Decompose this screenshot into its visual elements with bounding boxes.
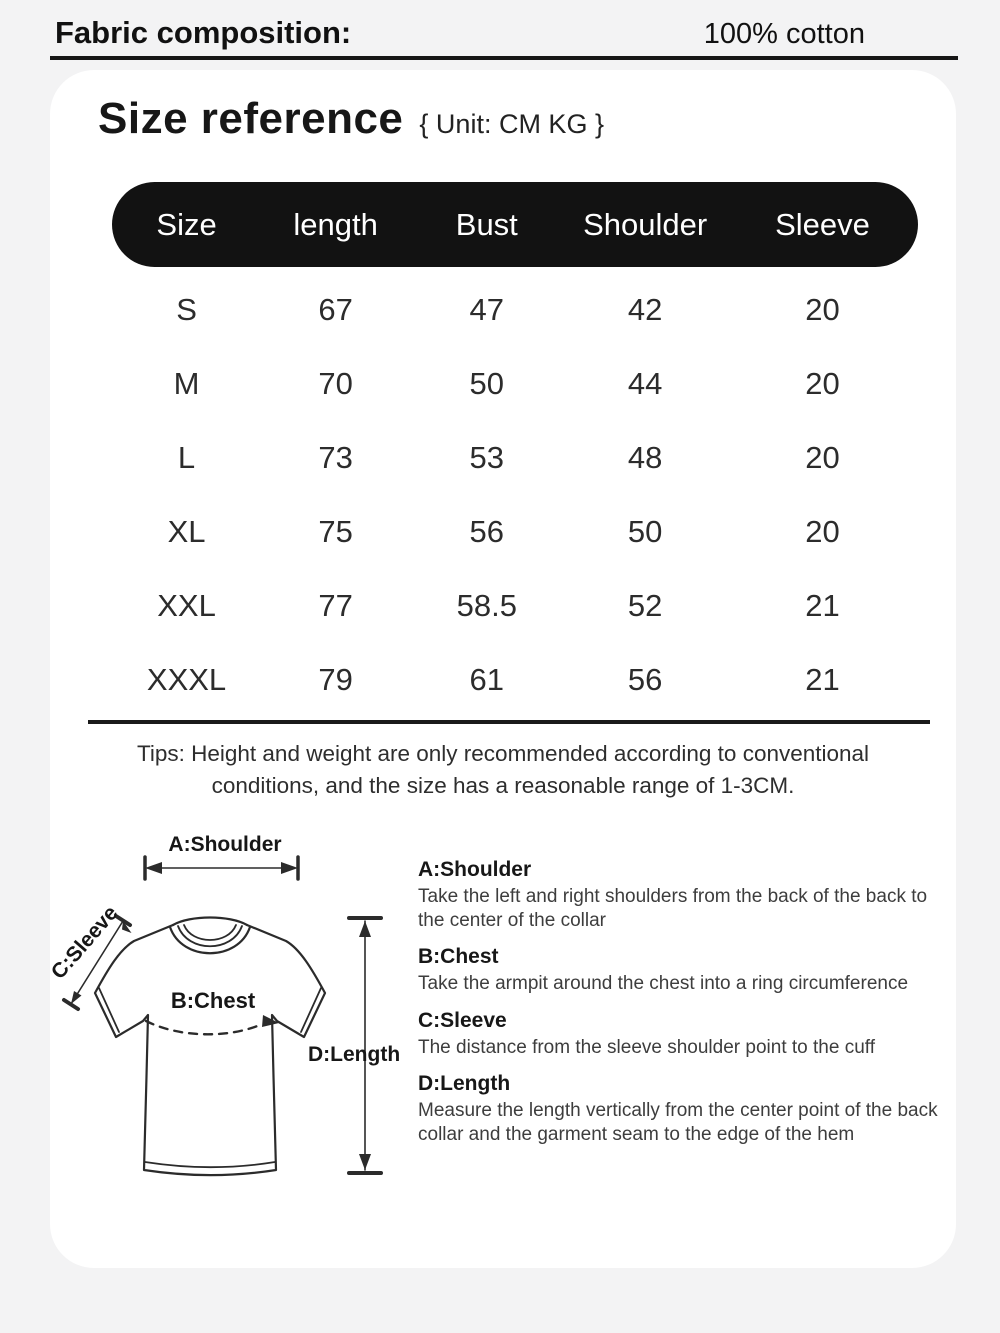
- table-cell: 50: [469, 366, 505, 401]
- table-row: XXXL 79 61 56 21: [112, 643, 918, 717]
- table-cell: 20: [805, 292, 840, 327]
- table-cell: XXXL: [146, 662, 227, 697]
- tips-text: Tips: Height and weight are only recomme…: [50, 738, 956, 802]
- table-cell: 20: [805, 366, 840, 401]
- table-cell: 53: [469, 440, 505, 475]
- table-row: XL 75 56 50 20: [112, 495, 918, 569]
- unit-note: { Unit: CM KG }: [419, 109, 604, 139]
- size-table-header: Size length Bust Shoulder Sleeve: [112, 182, 918, 267]
- table-row: S 67 47 42 20: [112, 273, 918, 347]
- table-tips-divider: [88, 720, 930, 724]
- measure-guide-title: D:Length: [418, 1072, 511, 1095]
- size-reference-card: Size reference { Unit: CM KG } Size length…: [47, 70, 956, 1268]
- fabric-composition-value: 100% cotton: [703, 18, 865, 50]
- tshirt-measure-diagram: A:Shoulder C:Sleeve B:Chest D:Length: [47, 825, 470, 1245]
- tshirt-diagram-drawing: [62, 855, 383, 1177]
- table-cell: 70: [318, 366, 353, 401]
- measure-guide-section: D:Length Measure the length vertically fr…: [418, 1072, 953, 1146]
- table-cell: 73: [318, 440, 353, 475]
- table-cell: XXL: [157, 588, 216, 623]
- measure-guide-body: Take the armpit around the chest into a …: [418, 973, 909, 994]
- measure-guide-body: The distance from the sleeve shoulder po…: [418, 1036, 875, 1058]
- size-reference-title: Size reference: [98, 94, 404, 143]
- column-header: Shoulder: [583, 206, 708, 242]
- table-cell: 79: [318, 662, 353, 697]
- column-header: length: [293, 206, 378, 242]
- column-header: Bust: [455, 206, 518, 242]
- table-cell: 56: [627, 662, 663, 697]
- size-table-body: S 67 47 42 20 M 70 50 44 20 L 73 53 48 20 XL 75 56 50 20 XXL…: [112, 273, 918, 717]
- table-cell: L: [177, 440, 196, 475]
- table-cell: 20: [805, 514, 840, 549]
- table-cell: 21: [805, 588, 840, 623]
- table-cell: 21: [805, 662, 840, 697]
- tips-line-2: conditions, and the size has a reasonabl…: [211, 773, 795, 798]
- measure-guide-section: C:Sleeve The distance from the sleeve sho…: [418, 1009, 953, 1060]
- measure-guide-body: Measure the length vertically from the c…: [418, 1100, 938, 1145]
- table-cell: 77: [318, 588, 353, 623]
- table-cell: 56: [469, 514, 505, 549]
- table-cell: 44: [627, 366, 663, 401]
- table-cell: 50: [627, 514, 663, 549]
- measure-guide-body: Take the left and right shoulders from t…: [418, 886, 928, 931]
- table-cell: 75: [318, 514, 353, 549]
- table-cell: XL: [167, 514, 206, 549]
- top-divider: [50, 56, 958, 60]
- column-header: Size: [156, 206, 217, 242]
- measure-guide-title: A:Shoulder: [418, 858, 532, 881]
- table-row: M 70 50 44 20: [112, 347, 918, 421]
- table-cell: 20: [805, 440, 840, 475]
- column-header: Sleeve: [775, 206, 870, 242]
- table-cell: S: [176, 292, 197, 327]
- table-row: XXL 77 58.5 52 21: [112, 569, 918, 643]
- measure-guide-title: B:Chest: [418, 945, 499, 968]
- measure-guide: A:Shoulder Take the left and right should…: [418, 858, 953, 1159]
- table-cell: 67: [318, 292, 353, 327]
- diagram-label-shoulder: A:Shoulder: [168, 833, 282, 856]
- size-reference-header: Size reference { Unit: CM KG }: [98, 94, 604, 144]
- table-row: L 73 53 48 20: [112, 421, 918, 495]
- table-cell: 47: [469, 292, 505, 327]
- table-cell: 48: [627, 440, 663, 475]
- fabric-composition-label: Fabric composition:: [55, 15, 352, 50]
- table-cell: 42: [627, 292, 663, 327]
- measure-guide-section: B:Chest Take the armpit around the chest …: [418, 945, 953, 996]
- table-cell: 52: [627, 588, 663, 623]
- tips-line-1: Tips: Height and weight are only recomme…: [136, 741, 870, 766]
- diagram-label-chest: B:Chest: [170, 988, 256, 1013]
- diagram-label-length: D:Length: [308, 1043, 401, 1066]
- table-cell: 58.5: [456, 588, 517, 623]
- table-cell: M: [173, 366, 200, 401]
- measure-guide-section: A:Shoulder Take the left and right should…: [418, 858, 953, 932]
- measure-guide-title: C:Sleeve: [418, 1008, 507, 1032]
- table-cell: 61: [469, 662, 505, 697]
